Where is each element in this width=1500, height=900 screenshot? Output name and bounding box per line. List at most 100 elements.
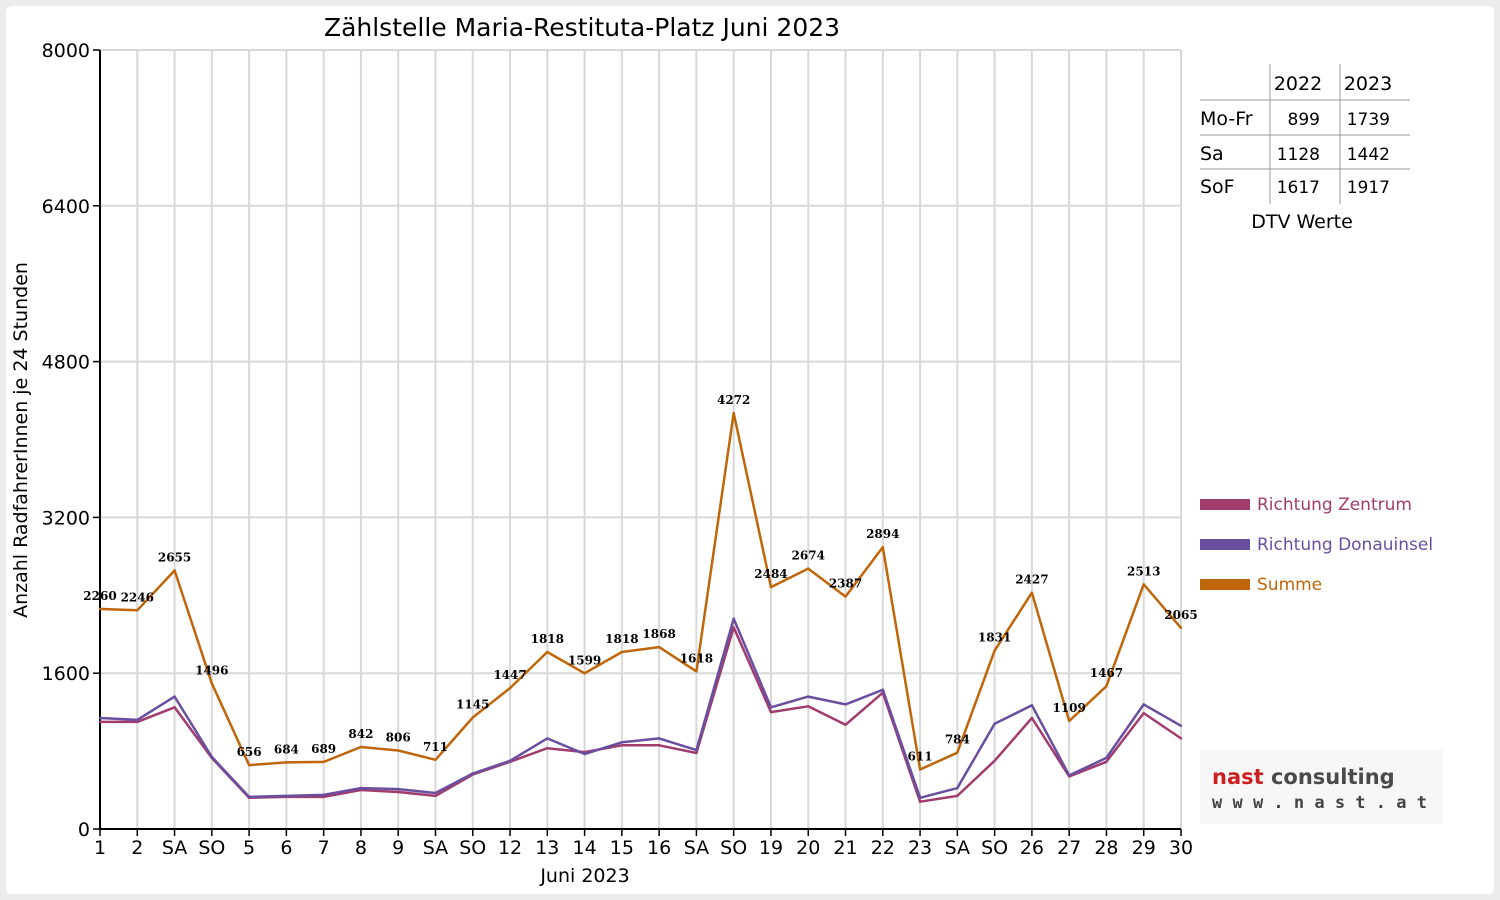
- x-tick-label: 27: [1057, 837, 1081, 859]
- y-tick-label: 8000: [42, 40, 90, 62]
- table-row-label: SoF: [1200, 176, 1235, 198]
- x-tick-label: 26: [1020, 837, 1044, 859]
- x-tick-label: 13: [535, 837, 559, 859]
- data-point: [471, 716, 474, 719]
- data-point: [1030, 716, 1034, 720]
- data-point: [247, 763, 251, 767]
- data-point: [285, 794, 288, 798]
- data-point: [1179, 626, 1183, 630]
- data-label: 2065: [1164, 608, 1197, 622]
- x-tick-label: 20: [796, 837, 820, 859]
- x-tick-label: 6: [280, 837, 292, 859]
- table-cell: 899: [1288, 110, 1320, 130]
- data-label: 1109: [1052, 701, 1085, 715]
- data-point: [322, 760, 325, 764]
- data-point: [1179, 737, 1183, 740]
- data-point: [769, 706, 773, 709]
- data-point: [956, 751, 959, 754]
- logo-url: w w w . n a s t . a t: [1212, 793, 1427, 813]
- x-tick-label: 12: [498, 837, 522, 859]
- data-label: 1831: [978, 631, 1011, 645]
- data-point: [993, 759, 996, 763]
- x-tick-label: SO: [720, 837, 747, 859]
- data-point: [769, 585, 773, 589]
- data-label: 1818: [531, 632, 564, 646]
- data-label: 2484: [754, 567, 787, 581]
- data-point: [1142, 711, 1145, 715]
- table-header-2022: 2022: [1274, 73, 1322, 95]
- x-tick-label: 22: [871, 837, 895, 859]
- data-point: [136, 718, 139, 722]
- dtv-table: 2022 2023 Mo-Fr 899 1739 Sa 1128 1442 So…: [1200, 64, 1410, 233]
- data-label: 2655: [158, 550, 191, 564]
- data-point: [993, 722, 996, 726]
- data-point: [620, 741, 624, 744]
- x-tick-label: SA: [684, 837, 709, 859]
- table-cell: 1917: [1347, 178, 1390, 198]
- data-label: 842: [348, 727, 373, 741]
- data-point: [657, 744, 661, 747]
- data-point: [844, 595, 847, 598]
- data-point: [1142, 583, 1145, 586]
- data-point: [136, 609, 139, 612]
- legend-label-summe: Summe: [1257, 575, 1322, 595]
- data-point: [956, 786, 959, 790]
- data-label: 1447: [493, 668, 526, 682]
- y-tick-label: 3200: [42, 507, 90, 529]
- data-point: [918, 800, 922, 803]
- nast-consulting-logo: nast consulting w w w . n a s t . a t: [1200, 750, 1443, 824]
- data-point: [546, 737, 549, 740]
- grid: [100, 49, 1182, 829]
- table-cell: 1617: [1277, 178, 1320, 198]
- data-point: [471, 772, 474, 775]
- data-point: [695, 751, 698, 755]
- table-cell: 1128: [1277, 145, 1320, 165]
- data-label: 1467: [1090, 666, 1123, 680]
- x-tick-label: 16: [647, 837, 671, 859]
- data-point: [583, 672, 586, 675]
- x-tick-label: SA: [945, 837, 970, 859]
- x-tick-label: 19: [759, 837, 783, 859]
- y-axis-title: Anzahl RadfahrerInnen je 24 Stunden: [10, 262, 32, 618]
- series-line-2: [99, 617, 1182, 800]
- data-point: [359, 745, 363, 749]
- data-point: [1067, 774, 1071, 777]
- data-label: 2246: [121, 590, 154, 604]
- x-ticks: 1 2 SA SO 5 6 7 8 9 SA SO 12 13 14 15 16 SA SO 19 20 21 22 23 S…: [94, 829, 1193, 859]
- data-point: [322, 793, 325, 797]
- data-point: [247, 795, 251, 799]
- logo-background: [1200, 750, 1443, 824]
- legend-label-donauinsel: Richtung Donauinsel: [1257, 535, 1433, 555]
- x-tick-label: 29: [1132, 837, 1156, 859]
- x-tick-label: 15: [610, 837, 634, 859]
- data-point: [695, 748, 698, 752]
- data-point: [1105, 760, 1108, 764]
- data-point: [1105, 684, 1108, 688]
- y-ticks: 0 1600 3200 4800 6400 8000: [42, 40, 100, 841]
- data-point: [807, 567, 810, 570]
- x-tick-label: SO: [198, 837, 225, 859]
- x-axis-title: Juni 2023: [539, 865, 629, 887]
- data-label: 1496: [195, 663, 228, 677]
- legend-swatch-summe: [1200, 579, 1250, 590]
- x-tick-label: SA: [423, 837, 448, 859]
- data-point: [881, 545, 884, 549]
- table-row-label: Sa: [1200, 143, 1224, 165]
- data-point: [807, 695, 810, 698]
- data-point: [993, 649, 996, 652]
- x-tick-label: SO: [459, 837, 486, 859]
- data-label: 2427: [1015, 573, 1048, 587]
- x-tick-label: 1: [94, 837, 106, 859]
- y-tick-label: 4800: [42, 352, 90, 374]
- y-tick-label: 0: [78, 819, 90, 841]
- data-label: 689: [311, 742, 336, 756]
- data-point: [807, 705, 810, 708]
- x-tick-label: SO: [981, 837, 1008, 859]
- x-tick-label: 28: [1094, 837, 1118, 859]
- data-label: 2260: [83, 589, 116, 603]
- data-point: [98, 716, 102, 720]
- data-label: 4272: [717, 393, 750, 407]
- legend-swatch-zentrum: [1200, 499, 1250, 510]
- data-point: [136, 720, 139, 724]
